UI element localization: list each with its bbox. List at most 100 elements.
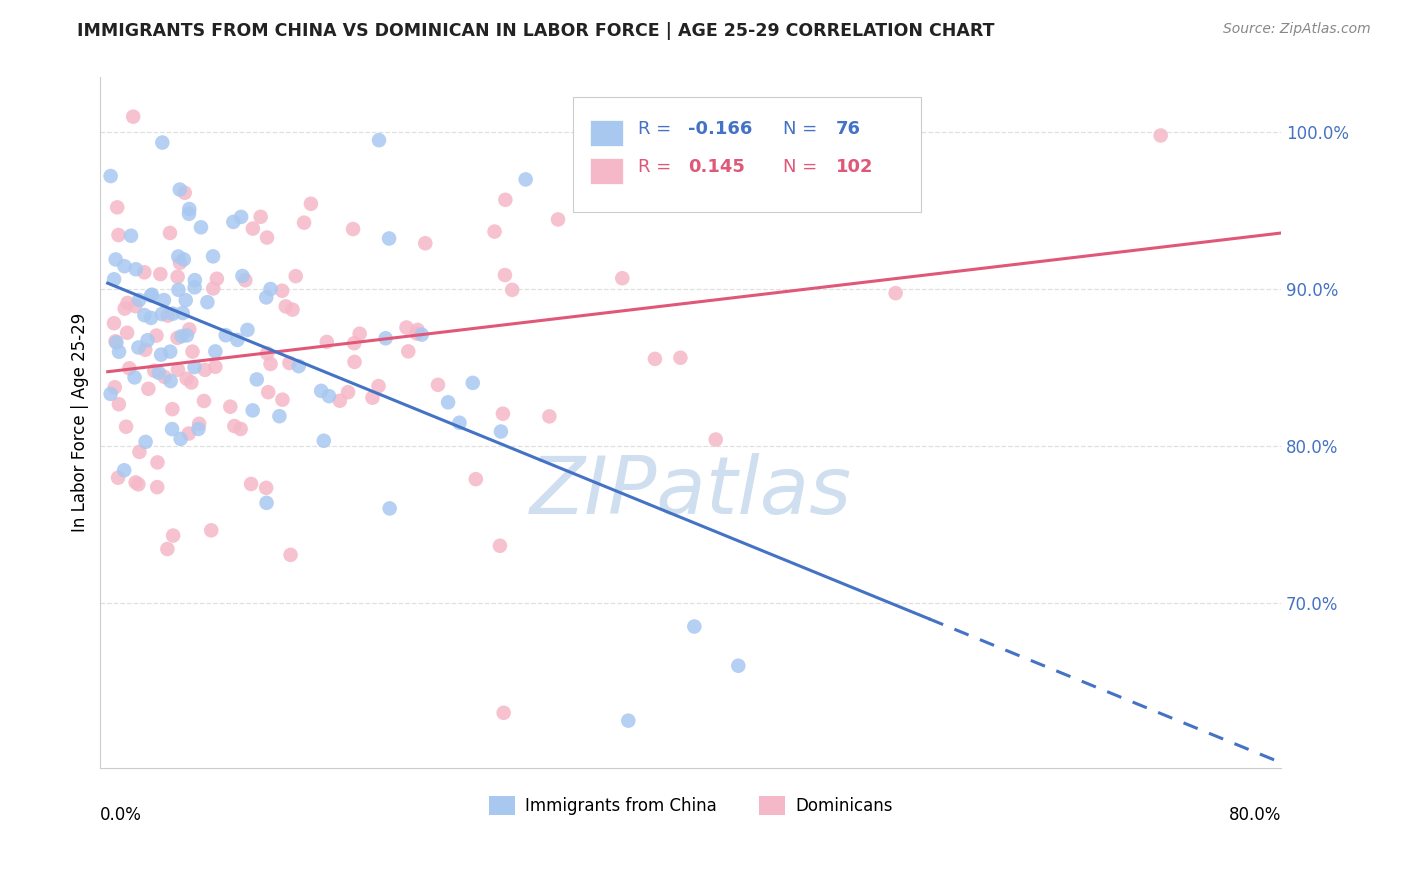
Point <box>169 183 191 197</box>
Text: Source: ZipAtlas.com: Source: ZipAtlas.com <box>1223 22 1371 37</box>
Point <box>494 268 516 282</box>
Point <box>200 524 222 538</box>
Point <box>612 271 634 285</box>
Point <box>202 281 225 295</box>
Point <box>114 259 136 273</box>
Point <box>149 267 172 281</box>
Point <box>229 210 252 224</box>
Point <box>396 344 419 359</box>
Point <box>437 395 460 409</box>
Point <box>159 344 181 359</box>
Point <box>197 295 219 310</box>
Point <box>461 376 484 390</box>
Point <box>1150 128 1173 143</box>
FancyBboxPatch shape <box>572 96 921 212</box>
Point <box>256 346 278 360</box>
Point <box>259 357 281 371</box>
Text: 76: 76 <box>837 120 860 138</box>
Point <box>167 250 190 264</box>
Point <box>104 380 127 394</box>
Point <box>177 207 200 221</box>
Point <box>174 293 197 308</box>
Point <box>179 322 201 336</box>
Point <box>704 433 727 447</box>
Point <box>170 329 193 343</box>
Point <box>215 328 238 343</box>
Point <box>183 280 205 294</box>
Point <box>105 200 128 214</box>
Point <box>204 344 226 359</box>
Point <box>183 360 205 375</box>
Point <box>138 382 160 396</box>
Point <box>176 372 198 386</box>
Point <box>169 256 191 270</box>
Point <box>287 359 309 373</box>
Point <box>166 269 188 284</box>
Point <box>617 714 640 728</box>
Point <box>124 475 146 490</box>
Point <box>156 309 179 323</box>
Point <box>538 409 561 424</box>
Point <box>124 370 146 384</box>
Text: R =: R = <box>637 158 682 177</box>
Y-axis label: In Labor Force | Age 25-29: In Labor Force | Age 25-29 <box>72 313 89 533</box>
Point <box>103 272 125 286</box>
Point <box>337 385 360 400</box>
Point <box>173 252 195 267</box>
Point <box>727 658 749 673</box>
Point <box>413 236 436 251</box>
Point <box>159 374 181 388</box>
Point <box>135 434 157 449</box>
Point <box>378 231 401 245</box>
Point <box>103 316 125 330</box>
Point <box>127 477 149 491</box>
Point <box>278 356 301 370</box>
Point <box>361 391 384 405</box>
Point <box>683 619 706 633</box>
Point <box>139 288 162 302</box>
Point <box>838 110 860 124</box>
Point <box>271 284 294 298</box>
Point <box>236 323 259 337</box>
Point <box>257 385 280 400</box>
Point <box>254 481 277 495</box>
Point <box>280 548 302 562</box>
Point <box>489 425 512 439</box>
Point <box>172 306 194 320</box>
Point <box>249 210 271 224</box>
Point <box>190 220 212 235</box>
Point <box>884 286 907 301</box>
Point <box>235 273 257 287</box>
Point <box>153 293 176 307</box>
Point <box>141 287 163 301</box>
Point <box>100 169 122 183</box>
Point <box>494 193 516 207</box>
Point <box>104 334 127 349</box>
Point <box>405 326 427 341</box>
Point <box>489 539 512 553</box>
Point <box>464 472 486 486</box>
Point <box>134 265 156 279</box>
Point <box>115 419 138 434</box>
Point <box>274 300 297 314</box>
Point <box>231 268 253 283</box>
Point <box>367 379 389 393</box>
Point <box>150 136 173 150</box>
Point <box>269 409 291 424</box>
Text: IMMIGRANTS FROM CHINA VS DOMINICAN IN LABOR FORCE | AGE 25-29 CORRELATION CHART: IMMIGRANTS FROM CHINA VS DOMINICAN IN LA… <box>77 22 995 40</box>
Point <box>167 283 190 297</box>
Point <box>299 196 322 211</box>
Point <box>112 463 135 477</box>
Text: N =: N = <box>783 158 823 177</box>
Point <box>449 416 471 430</box>
Point <box>368 133 391 147</box>
Point <box>318 389 340 403</box>
Point <box>153 370 176 384</box>
Point <box>492 407 515 421</box>
Point <box>162 528 184 542</box>
Point <box>162 307 184 321</box>
Point <box>134 343 156 357</box>
Point <box>229 422 252 436</box>
Point <box>120 228 142 243</box>
Text: ZIPatlas: ZIPatlas <box>530 452 852 531</box>
